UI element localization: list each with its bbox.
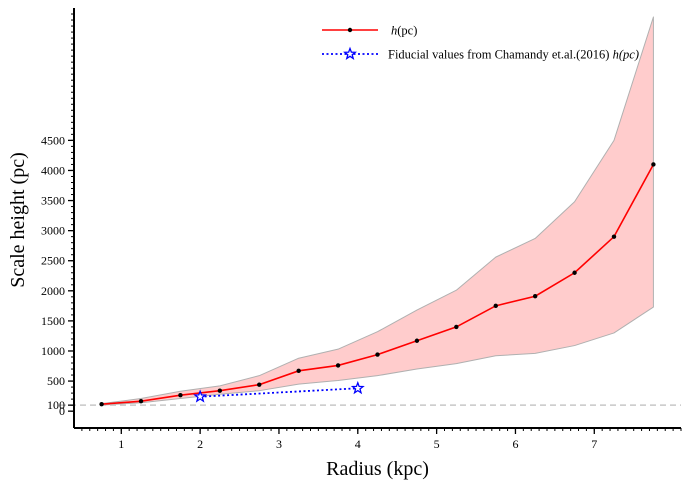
legend-fiducial-label: Fiducial values from Chamandy et.al.(201… <box>388 48 639 62</box>
x-tick-label: 6 <box>512 437 518 451</box>
h-series-point <box>493 303 498 309</box>
h-series-point <box>414 338 420 343</box>
series-layer <box>99 162 656 407</box>
h-series-point <box>296 368 301 374</box>
legend-fiducial-star-icon <box>343 46 357 60</box>
h-series-point <box>651 162 656 167</box>
y-tick-label: 0 <box>59 404 65 418</box>
h-series-point <box>532 294 538 299</box>
h-series-point <box>335 363 341 368</box>
h-series-point <box>217 388 223 393</box>
legend-h-label-rest: (pc) <box>397 24 417 38</box>
legend-h-label-main: h <box>391 24 397 38</box>
h-series-point <box>454 324 459 330</box>
y-axis-title: Scale height (pc) <box>7 152 29 288</box>
h-series-point <box>611 234 617 239</box>
x-tick-label: 5 <box>434 437 440 451</box>
x-tick-label: 3 <box>276 437 282 451</box>
h-series-point <box>99 402 104 407</box>
x-tick-label: 2 <box>197 437 203 451</box>
h-series-point <box>375 352 380 357</box>
y-tick-label: 1500 <box>41 314 65 328</box>
x-tick-label: 7 <box>591 437 597 451</box>
fiducial-series-point <box>350 380 365 395</box>
legend-fiducial-label-main: Fiducial values from Chamandy et.al.(201… <box>388 48 613 62</box>
y-tick-label: 3000 <box>41 224 65 238</box>
y-tick-label: 4500 <box>41 133 65 147</box>
y-tick-label: 4000 <box>41 163 65 177</box>
legend-h-marker <box>347 27 353 33</box>
uncertainty-band <box>101 16 654 406</box>
h-series-point <box>178 393 183 398</box>
h-series-point <box>572 270 577 275</box>
y-tick-label: 500 <box>47 374 65 388</box>
y-tick-label: 100 <box>47 398 65 412</box>
h-series-point <box>257 382 262 387</box>
fiducial-series-point <box>193 389 208 403</box>
x-axis-title: Radius (kpc) <box>326 458 429 480</box>
x-tick-label: 1 <box>118 437 124 451</box>
y-tick-label: 2500 <box>41 254 65 268</box>
y-tick-label: 1000 <box>41 344 65 358</box>
legend-h-label: h(pc) <box>391 24 417 38</box>
legend: h(pc)Fiducial values from Chamandy et.al… <box>322 24 639 62</box>
y-tick-label: 3500 <box>41 194 65 208</box>
uncertainty-band-layer <box>101 16 654 406</box>
y-tick-label: 2000 <box>41 284 65 298</box>
legend-fiducial-label-rest: h(pc) <box>613 48 639 62</box>
fiducial-series-line <box>200 387 358 398</box>
x-tick-label: 4 <box>355 437 361 451</box>
h-series-point <box>138 399 144 404</box>
